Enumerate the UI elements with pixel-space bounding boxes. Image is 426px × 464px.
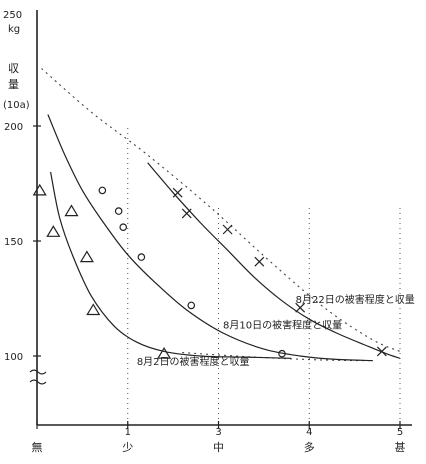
y-axis-sublabel: (10a) <box>3 100 30 111</box>
marker-circle-2-2 <box>114 207 123 215</box>
x-tick-label: 甚 <box>395 441 406 454</box>
marker-x-3-5 <box>295 302 306 313</box>
marker-x-3-6 <box>376 346 387 357</box>
marker-triangle-1-6 <box>156 347 172 359</box>
marker-x-3-1 <box>172 187 183 198</box>
marker-circle-2-3 <box>119 223 128 232</box>
y-axis-label-char: 収 <box>8 62 19 75</box>
marker-triangle-1-1 <box>32 183 47 196</box>
series-curve-3 <box>147 162 401 359</box>
marker-circle-2-1 <box>98 186 107 195</box>
marker-circle-2-5 <box>187 301 196 310</box>
upper-guide-curve <box>41 68 401 352</box>
lower-guide-curve <box>182 352 373 362</box>
marker-x-3-3 <box>222 224 233 235</box>
y-axis-break <box>29 369 47 385</box>
x-tick-label: 中 <box>213 441 224 454</box>
x-tick-label: 少 <box>122 441 133 454</box>
y-tick-label: 100 <box>4 352 23 363</box>
y-tick-label: 150 <box>4 237 23 248</box>
y-unit: kg <box>8 24 20 35</box>
marker-triangle-1-4 <box>79 250 94 263</box>
y-top-value: 250 <box>3 10 22 21</box>
series-annotation-3: 8月22日の被害程度と収量 <box>296 293 415 306</box>
x-tick-number: 3 <box>215 427 221 438</box>
series-annotation-2: 8月10日の被害程度と収量 <box>223 318 342 331</box>
marker-circle-2-6 <box>278 349 286 358</box>
y-axis-label-char: 量 <box>8 78 19 91</box>
marker-triangle-1-2 <box>46 225 61 237</box>
marker-x-3-2 <box>181 208 192 219</box>
marker-triangle-1-5 <box>86 303 101 316</box>
x-tick-label: 多 <box>304 440 315 454</box>
marker-x-3-4 <box>254 256 265 267</box>
x-tick-number: 5 <box>397 427 403 438</box>
x-tick-number: 4 <box>306 427 312 438</box>
plot-markers <box>32 183 387 359</box>
series-curve-2 <box>47 114 373 362</box>
plot-curves <box>47 114 401 362</box>
plot-guides <box>41 68 401 425</box>
plot-labels: 100 150 200 250 kg 収量 (10a) 無 1 少 3 中 4 多 5 甚 8月2日の被害程度と… <box>3 10 415 454</box>
series-annotation-1: 8月2日の被害程度と収量 <box>137 355 250 368</box>
plot-axes <box>29 10 412 429</box>
y-tick-label: 200 <box>4 122 23 133</box>
marker-triangle-1-3 <box>64 204 79 217</box>
marker-circle-2-4 <box>137 253 146 261</box>
series-curve-1 <box>50 171 292 359</box>
x-tick-label: 無 <box>32 440 43 454</box>
x-tick-number: 1 <box>125 427 131 438</box>
